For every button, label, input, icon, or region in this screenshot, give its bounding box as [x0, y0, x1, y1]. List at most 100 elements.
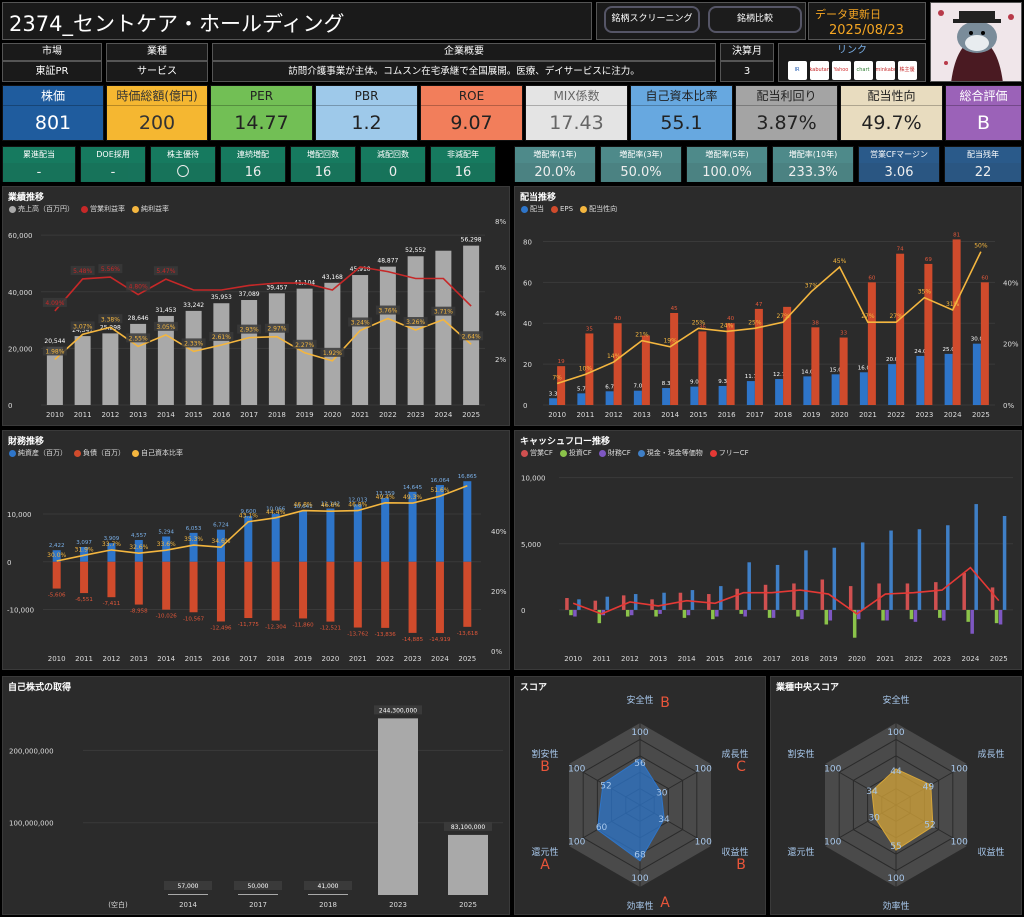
data-label: 4.80% [129, 284, 148, 291]
screening-button[interactable]: 銘柄スクリーニング [604, 6, 700, 33]
x-tick-label: 2021 [876, 655, 894, 663]
link-icon-5[interactable]: 株主優待 [897, 61, 917, 80]
link-icon-4[interactable]: minkabu [875, 61, 895, 80]
data-label: 33.7% [102, 541, 121, 548]
data-label-bg [237, 324, 262, 334]
stat-label: 株主優待 [151, 147, 215, 163]
compare-button[interactable]: 銘柄比較 [708, 6, 802, 33]
kpi-label: 総合評価 [946, 86, 1021, 106]
data-label: 45% [833, 258, 847, 265]
data-label: 38 [812, 320, 819, 326]
x-tick-label: 2012 [605, 411, 623, 419]
radar-max: 100 [568, 838, 585, 848]
page-title-box: 2374_セントケア・ホールディング [2, 2, 592, 40]
bar-eps [641, 335, 650, 405]
chart-cf[interactable]: 0 5,000 10,000 2010 2011 2012 2013 2014 2015 2016… [515, 431, 1021, 669]
radar-area [871, 768, 934, 851]
y-tick-label: 40,000 [8, 289, 33, 297]
data-label: 2.64% [462, 333, 481, 340]
link-icon-0[interactable]: IR BANK [787, 61, 807, 80]
bar-cf [625, 609, 630, 617]
data-label: 47 [755, 302, 762, 308]
data-label: 31,453 [155, 307, 176, 314]
data-label: 4,557 [131, 533, 147, 539]
x-tick-label: 2011 [74, 411, 92, 419]
data-label: 12,013 [348, 497, 368, 503]
data-label: 35 [586, 326, 593, 332]
data-label: 52,552 [405, 247, 426, 254]
data-label: 3.05% [156, 324, 175, 331]
x-tick-label: 2020 [322, 655, 340, 663]
bar-eps [867, 282, 876, 405]
bar-eps [698, 331, 707, 405]
bar-eps [896, 253, 905, 405]
x-tick-label: 2016 [718, 411, 736, 419]
stat-value: 16 [291, 163, 355, 182]
radar-grade: B [540, 759, 550, 775]
bar-cf [832, 547, 837, 610]
data-label-bg [153, 266, 178, 276]
data-label: 35,953 [211, 294, 232, 301]
data-label: 27% [776, 313, 790, 320]
chart-zaimu[interactable]: -10,000 0 10,000 0% 20% 40% 2,422 3,097 3,909 4,5… [3, 431, 509, 669]
data-label: -13,762 [347, 632, 368, 638]
radar-axis-label: 割安性 [787, 748, 814, 760]
data-label: 2,422 [49, 543, 65, 549]
data-label: 20,544 [44, 338, 65, 345]
radar-value: 49 [923, 782, 935, 792]
kpi-label: 時価総額(億円) [107, 86, 207, 106]
x-tick-label: 2020 [323, 411, 341, 419]
chart-gyoseki[interactable]: 0 20,000 40,000 60,000 2% 4% 6% 8% 20,544 24,347 2… [3, 187, 509, 425]
data-label-bg [153, 321, 178, 331]
link-icon-2[interactable]: Yahoo [831, 61, 851, 80]
bar-cf [942, 609, 946, 621]
radar-axis-label: 成長性 [977, 748, 1004, 760]
link-box: リンク IR BANKkabutanYahoochartminkabu株主優待 [778, 43, 926, 82]
bar-equity [299, 510, 308, 562]
y-tick-label: 0 [523, 402, 527, 410]
data-label-bg [264, 323, 289, 333]
stat-value: 50.0% [601, 163, 681, 182]
bar-dividend [633, 390, 642, 405]
bar-dividend [577, 393, 586, 405]
bar-equity [80, 546, 89, 562]
kpi-value: 49.7% [861, 112, 922, 134]
data-label: 45 [671, 306, 678, 312]
bar-cf [654, 609, 658, 617]
data-label-bg [444, 821, 492, 831]
chart-haito[interactable]: 0 20 40 60 80 0% 20% 40% 3.3 5.7 6.7 7.0 8.3 9.0 9.3 11… [515, 187, 1021, 425]
bar-cf [820, 579, 825, 610]
stat-label: 増配率(10年) [773, 147, 853, 163]
link-icon-3[interactable]: chart [853, 61, 873, 80]
radar-axis-label: 効率性 [882, 900, 909, 912]
data-label: 5,294 [158, 529, 174, 535]
bar-cf [856, 609, 861, 620]
y2-tick-label: 2% [495, 356, 506, 364]
bar-sales [213, 303, 230, 405]
bar-eps [613, 323, 622, 405]
bar-cf [889, 530, 893, 610]
chart-median[interactable]: 44 100 49 100 52 100 55 100 30 100 34 100 安全性成長性収益性効… [771, 677, 1021, 914]
x-tick-label: 2015 [185, 655, 203, 663]
x-tick-label: 2015 [706, 655, 724, 663]
data-label: 24,347 [72, 327, 93, 334]
data-label: -11,775 [238, 622, 260, 628]
data-label: 1.98% [45, 348, 64, 355]
x-tick-label: 2019 [296, 411, 314, 419]
data-label-bg [98, 314, 123, 324]
bar-cf [1002, 515, 1007, 610]
bar-cf [905, 583, 910, 610]
bar-sales [46, 346, 63, 405]
radar-max: 100 [631, 874, 648, 884]
link-icon-1[interactable]: kabutan [809, 61, 829, 80]
x-tick-label: 2020 [848, 655, 866, 663]
bar-cf [767, 609, 772, 618]
bar-cf [848, 586, 853, 610]
radar-axis-label: 割安性 [531, 748, 558, 760]
bar-cf [629, 609, 634, 616]
bar-liability [216, 561, 225, 622]
stat-tile: 増配率(3年) 50.0% [600, 146, 682, 182]
chart-jisha[interactable]: 100,000,000 200,000,000 57,000 50,000 41,000… [3, 677, 509, 914]
bar-cf [682, 609, 687, 618]
